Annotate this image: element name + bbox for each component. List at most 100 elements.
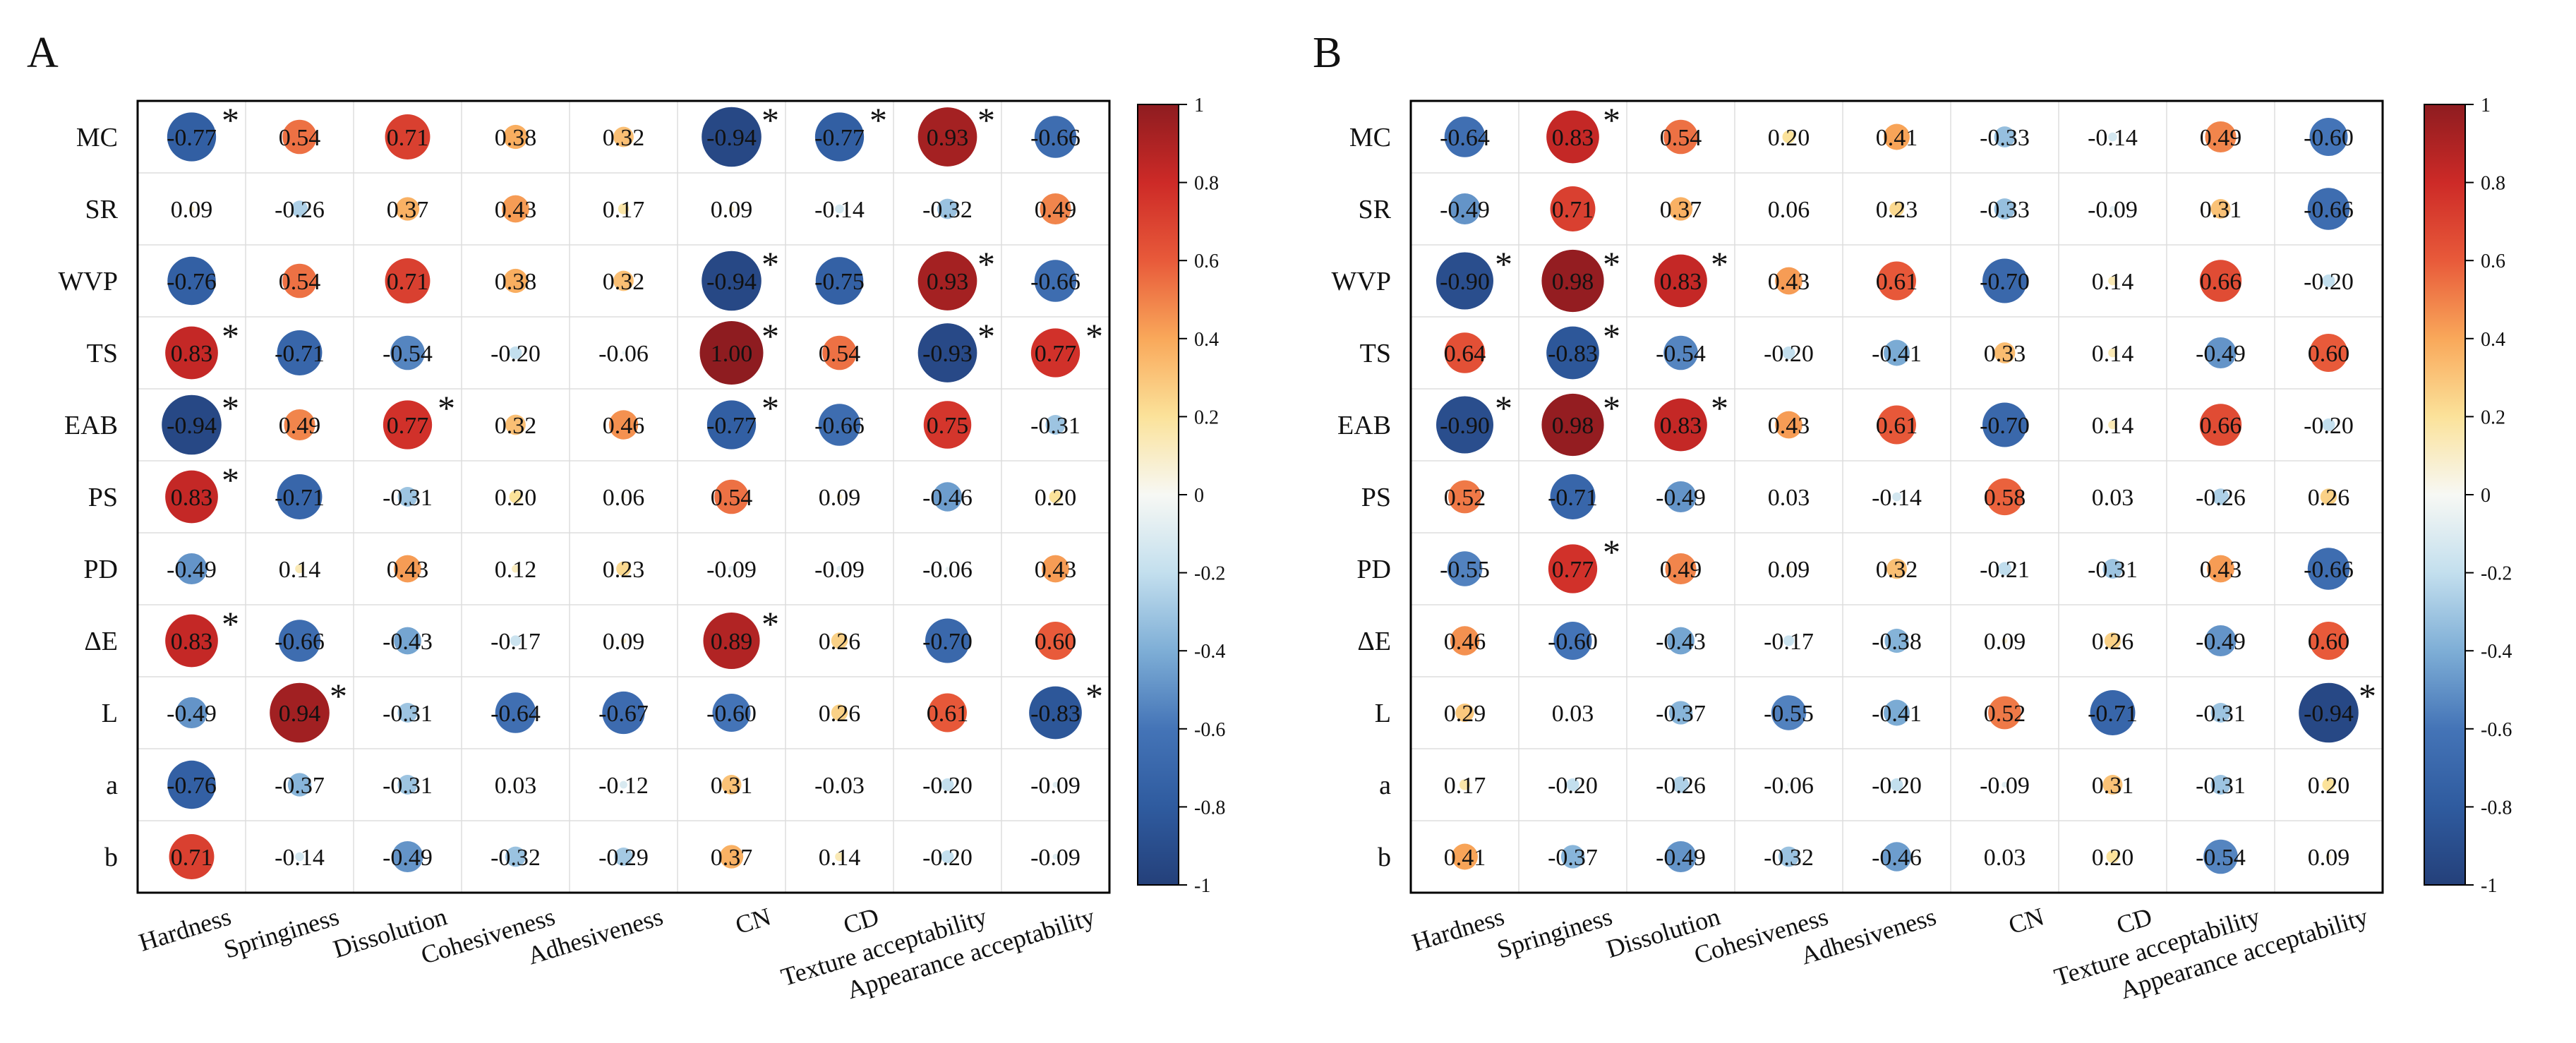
correlation-label: 0.14 xyxy=(2092,269,2134,295)
correlation-label: -0.37 xyxy=(275,773,325,799)
correlation-label: 0.03 xyxy=(1552,701,1594,727)
correlation-label: -0.33 xyxy=(1980,125,2030,151)
correlation-label: 0.52 xyxy=(1984,701,2026,727)
correlation-label: -0.49 xyxy=(2196,629,2246,655)
correlation-circle xyxy=(2104,632,2121,649)
correlation-label: 0.41 xyxy=(1444,845,1486,871)
correlation-label: -0.09 xyxy=(1030,845,1081,871)
correlation-label: -0.20 xyxy=(2304,269,2354,295)
correlation-label: -0.55 xyxy=(1440,557,1490,583)
significance-marker: * xyxy=(762,604,779,644)
correlation-label: -0.31 xyxy=(2088,557,2138,583)
correlation-circle xyxy=(1541,249,1604,313)
correlation-circle xyxy=(836,565,843,572)
correlation-circle xyxy=(1986,478,2023,516)
correlation-label: -0.90 xyxy=(1440,269,1490,295)
correlation-circle xyxy=(1550,474,1596,519)
row-label: WVP xyxy=(59,267,118,296)
correlation-circle xyxy=(1665,840,1697,873)
correlation-label: -0.60 xyxy=(1548,629,1598,655)
correlation-circle xyxy=(1884,123,1910,150)
correlation-circle xyxy=(1890,778,1903,791)
correlation-label: 0.31 xyxy=(711,773,753,799)
correlation-label: 0.43 xyxy=(387,557,429,583)
correlation-label: 0.17 xyxy=(1444,773,1486,799)
correlation-circle xyxy=(1459,779,1471,790)
colorbar-tick-label: 1 xyxy=(1194,95,1204,116)
row-label: TS xyxy=(87,339,118,368)
correlation-label: 0.23 xyxy=(1876,197,1918,223)
significance-marker: * xyxy=(1603,316,1620,356)
correlation-label: 0.43 xyxy=(1768,269,1810,295)
correlation-label: 0.49 xyxy=(2200,125,2242,151)
colorbar-gradient xyxy=(2424,104,2466,886)
correlation-circle xyxy=(395,197,420,221)
correlation-label: 0.75 xyxy=(927,413,969,439)
column-label: CN xyxy=(2005,902,2047,939)
correlation-label: 0.29 xyxy=(1444,701,1486,727)
row-label: b xyxy=(104,843,118,872)
correlation-circle xyxy=(165,470,218,524)
correlation-label: -0.64 xyxy=(1440,125,1490,151)
correlation-label: 0.06 xyxy=(603,485,645,511)
correlation-label: 0.54 xyxy=(1660,125,1702,151)
correlation-circle xyxy=(1786,783,1791,787)
correlation-circle xyxy=(503,268,528,294)
correlation-label: -0.14 xyxy=(1872,485,1922,511)
correlation-circle xyxy=(514,783,517,786)
correlation-label: 0.43 xyxy=(1035,557,1077,583)
correlation-label: -0.83 xyxy=(1030,701,1081,727)
correlation-circle xyxy=(932,482,963,512)
correlation-circle xyxy=(1052,853,1059,860)
correlation-circle xyxy=(2108,420,2117,430)
correlation-circle xyxy=(1548,544,1598,593)
colorbar-tick-label: -0.6 xyxy=(1194,719,1225,741)
correlation-label: -0.83 xyxy=(1548,341,1598,367)
correlation-label: -0.60 xyxy=(2304,125,2354,151)
correlation-label: 0.26 xyxy=(819,629,861,655)
panel-b: B-0.64 0.83 * 0.54 0.20 0.41 -0.33 -0.14 0.49 -0.… xyxy=(1313,29,2512,1004)
correlation-circle xyxy=(1572,711,1574,714)
correlation-label: 0.23 xyxy=(603,557,645,583)
correlation-circle xyxy=(1778,846,1799,867)
significance-marker: * xyxy=(1495,388,1512,428)
correlation-label: -0.54 xyxy=(383,341,433,367)
correlation-label: 0.60 xyxy=(2308,629,2350,655)
correlation-label: -0.20 xyxy=(922,773,973,799)
correlation-circle xyxy=(699,321,764,385)
colorbar-tick-label: 0.4 xyxy=(2481,329,2505,351)
correlation-circle xyxy=(2309,622,2348,660)
correlation-label: 0.09 xyxy=(1768,557,1810,583)
significance-marker: * xyxy=(1711,388,1728,428)
correlation-label: -0.71 xyxy=(275,341,325,367)
correlation-circle xyxy=(2210,703,2231,723)
correlation-label: 0.71 xyxy=(1552,197,1594,223)
correlation-circle xyxy=(721,775,742,795)
correlation-circle xyxy=(2307,188,2350,230)
correlation-circle xyxy=(2102,559,2123,579)
colorbar-tick-label: -0.8 xyxy=(2481,797,2512,819)
significance-marker: * xyxy=(1603,388,1620,428)
correlation-label: 0.54 xyxy=(819,341,861,367)
correlation-label: -0.75 xyxy=(814,269,865,295)
correlation-circle xyxy=(503,124,528,150)
correlation-label: 0.61 xyxy=(1876,413,1918,439)
correlation-label: -0.66 xyxy=(2304,197,2354,223)
correlation-circle xyxy=(1550,186,1596,231)
correlation-circle xyxy=(831,632,848,649)
correlation-circle xyxy=(1444,332,1486,373)
colorbar-tick-label: 0.6 xyxy=(2481,251,2505,272)
significance-marker: * xyxy=(762,316,779,356)
correlation-circle xyxy=(621,351,626,355)
correlation-label: -0.09 xyxy=(706,557,757,583)
row-label: L xyxy=(1375,699,1391,728)
correlation-circle xyxy=(167,112,217,162)
correlation-circle xyxy=(512,565,519,573)
correlation-circle xyxy=(495,692,536,733)
correlation-circle xyxy=(1045,415,1066,435)
correlation-label: -0.31 xyxy=(2196,773,2246,799)
correlation-label: -0.66 xyxy=(1030,125,1081,151)
correlation-circle xyxy=(1884,339,1910,366)
correlation-circle xyxy=(2102,775,2123,795)
colorbar-tick-label: -0.2 xyxy=(1194,563,1225,585)
